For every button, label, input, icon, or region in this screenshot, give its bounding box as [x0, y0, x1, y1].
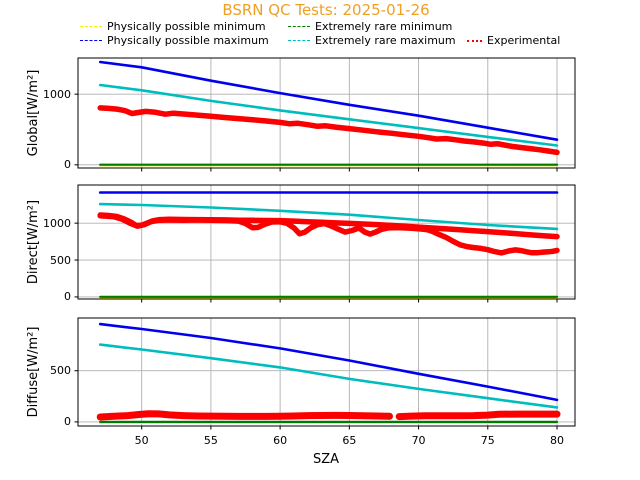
x-tick-label: 55 — [203, 434, 218, 447]
chart-title: BSRN QC Tests: 2025-01-26 — [222, 1, 430, 19]
y-tick-label: 1000 — [43, 87, 71, 101]
legend-item-experimental: Experimental — [467, 34, 560, 47]
y-tick-label: 0 — [64, 290, 71, 304]
legend-line-sample-red-icon — [467, 39, 482, 42]
x-tick-label: 50 — [134, 434, 149, 447]
legend-label: Experimental — [487, 34, 561, 47]
legend-item-physically-possible-maximum: Physically possible maximum — [80, 34, 269, 47]
y-tick-label: 1000 — [43, 216, 71, 230]
legend-label: Physically possible minimum — [107, 20, 266, 33]
y-axis-label-global: Global[W/m²] — [26, 70, 41, 157]
legend-item-extremely-rare-minimum: Extremely rare minimum — [288, 20, 452, 33]
y-tick-label: 0 — [64, 158, 71, 172]
y-axis-label-diffuse: Diffuse[W/m²] — [26, 327, 41, 418]
legend-line-sample-yellow-icon — [80, 26, 102, 27]
x-axis-label: SZA — [312, 452, 340, 467]
y-tick-label: 500 — [50, 364, 71, 378]
legend-item-physically-possible-minimum: Physically possible minimum — [80, 20, 266, 33]
legend-label: Physically possible maximum — [107, 34, 269, 47]
y-tick-label: 500 — [50, 253, 71, 267]
legend-item-extremely-rare-maximum: Extremely rare maximum — [288, 34, 456, 47]
legend-line-sample-cyan-icon — [288, 40, 310, 41]
x-tick-label: 60 — [273, 434, 288, 447]
x-tick-label: 75 — [480, 434, 495, 447]
y-axis-label-direct: Direct[W/m²] — [26, 200, 41, 284]
x-tick-label: 70 — [411, 434, 426, 447]
x-tick-label: 80 — [550, 434, 564, 447]
legend-label: Extremely rare minimum — [315, 20, 453, 33]
legend-line-sample-blue-icon — [80, 40, 102, 41]
y-tick-label: 0 — [64, 415, 71, 429]
legend-label: Extremely rare maximum — [315, 34, 456, 47]
legend-line-sample-green-icon — [288, 26, 310, 27]
x-tick-label: 65 — [342, 434, 357, 447]
